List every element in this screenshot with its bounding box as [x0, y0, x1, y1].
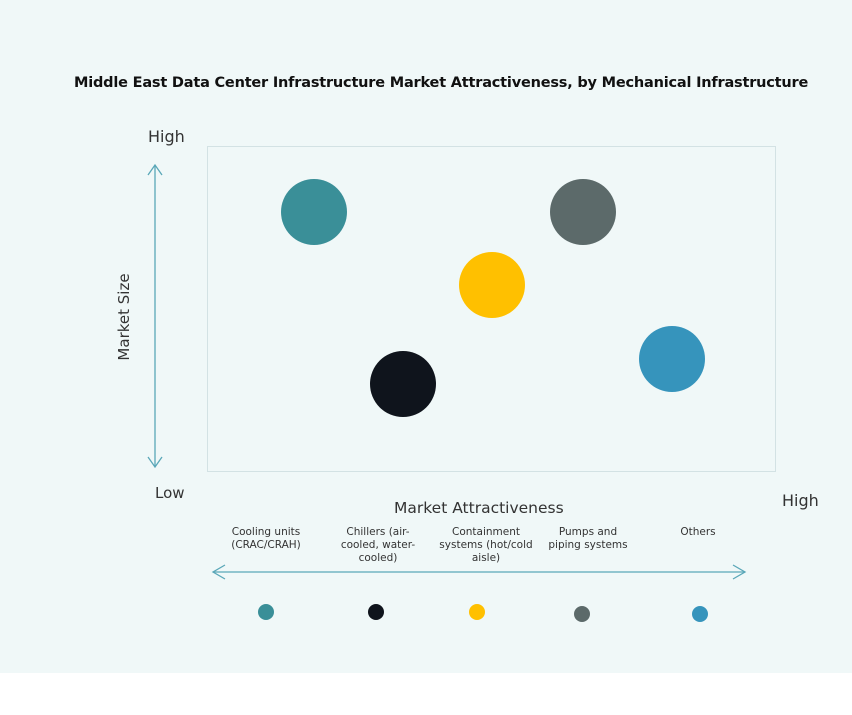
category-label-pumps-piping: Pumps and piping systems — [548, 526, 628, 551]
legend-dot-pumps-piping — [574, 606, 590, 622]
bubble-chillers — [370, 351, 436, 417]
y-axis-title: Market Size — [115, 273, 133, 361]
plot-area — [207, 146, 776, 472]
legend-dot-chillers — [368, 604, 384, 620]
category-label-chillers: Chillers (air-cooled, water-cooled) — [340, 526, 416, 564]
y-axis-arrow — [147, 163, 163, 469]
chart-canvas — [0, 0, 852, 673]
legend-dot-containment — [469, 604, 485, 620]
bubble-others — [639, 326, 705, 392]
category-label-cooling-units: Cooling units (CRAC/CRAH) — [231, 526, 301, 551]
bubble-pumps-piping — [550, 179, 616, 245]
y-axis-low-label: Low — [155, 484, 185, 502]
chart-title: Middle East Data Center Infrastructure M… — [74, 75, 809, 91]
bubble-cooling-units — [281, 179, 347, 245]
legend-dot-cooling-units — [258, 604, 274, 620]
category-label-others: Others — [680, 526, 716, 538]
x-axis-title: Market Attractiveness — [394, 499, 564, 517]
x-axis-arrow — [211, 564, 747, 580]
legend-dot-others — [692, 606, 708, 622]
y-axis-high-label: High — [148, 127, 185, 146]
bubble-containment — [459, 252, 525, 318]
category-label-containment: Containment systems (hot/cold aisle) — [439, 526, 533, 564]
x-axis-high-label: High — [782, 491, 819, 510]
